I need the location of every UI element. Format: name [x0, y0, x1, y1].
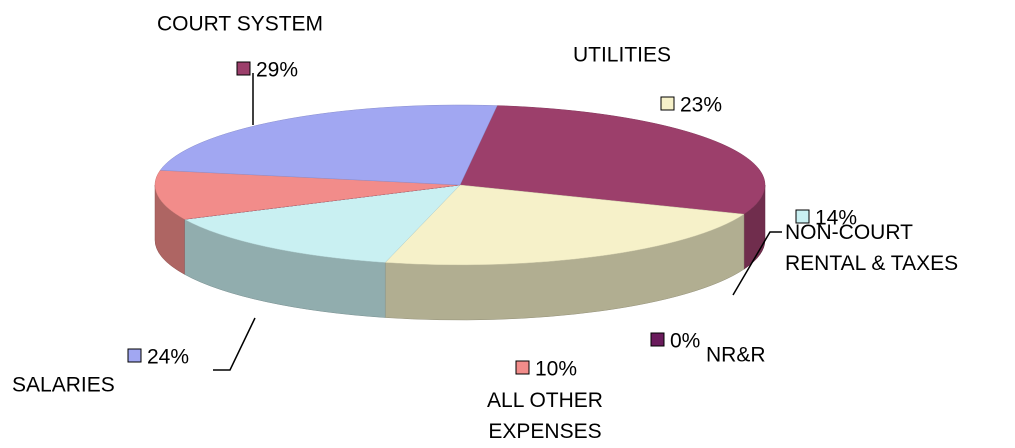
pie-slice: [459, 105, 766, 215]
value-label: 29%: [256, 59, 298, 82]
value-label: 23%: [680, 94, 722, 117]
value-label: 24%: [147, 346, 189, 369]
pie-slice: [384, 184, 745, 266]
category-label: UTILITIES: [573, 44, 671, 67]
legend-swatch: [236, 61, 251, 76]
category-label: NR&R: [706, 344, 766, 367]
value-label: 14%: [815, 207, 857, 230]
category-label: ALL OTHER EXPENSES: [487, 389, 603, 443]
pie-slice: [159, 104, 498, 186]
legend-swatch: [660, 96, 675, 111]
legend-swatch: [127, 348, 142, 363]
category-label: COURT SYSTEM: [157, 13, 323, 36]
leader-line: [213, 317, 256, 371]
legend-swatch: [795, 209, 810, 224]
legend-swatch: [515, 360, 530, 375]
leader-line: [732, 231, 782, 296]
value-label: 0%: [670, 330, 700, 353]
legend-swatch: [650, 332, 665, 347]
category-label: NON-COURT RENTAL & TAXES: [785, 221, 958, 275]
category-label: SALARIES: [12, 374, 115, 397]
labels: COURT SYSTEM 29% UTILITIES 23% NON-COURT RENT…: [12, 13, 958, 443]
pie-slice: [183, 184, 461, 263]
pie-tops: [154, 104, 766, 266]
pie-slice: [154, 170, 461, 220]
value-label: 10%: [535, 358, 577, 381]
